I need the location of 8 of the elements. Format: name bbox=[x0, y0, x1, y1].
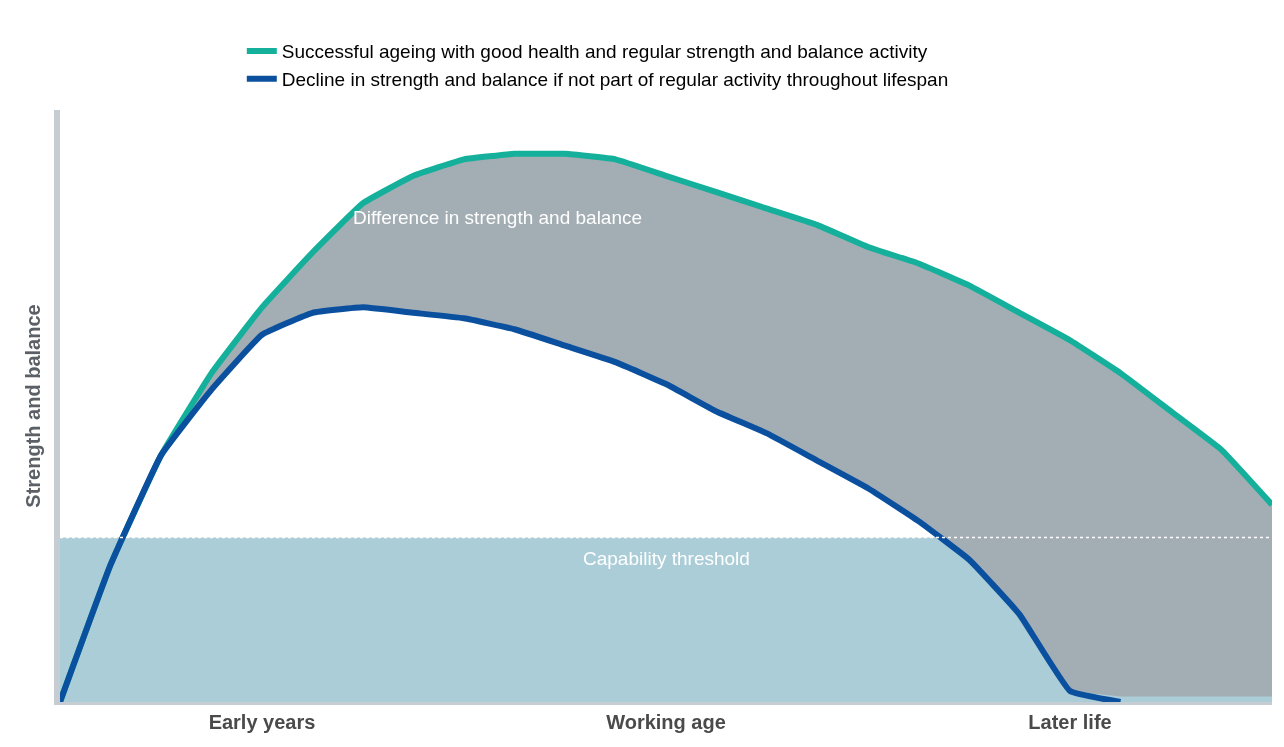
legend-label: Decline in strength and balance if not part of regular activity throughout lifespan bbox=[281, 69, 949, 91]
x-tick-label: Early years bbox=[208, 711, 316, 733]
legend-label: Successful ageing with good health and regular strength and balance activity bbox=[281, 41, 928, 63]
band-label: Capability threshold bbox=[583, 548, 750, 569]
x-tick-label: Later life bbox=[1028, 711, 1112, 733]
annotation: Difference in strength and balance bbox=[353, 207, 643, 228]
x-tick-label: Working age bbox=[606, 711, 726, 733]
y-axis-title: Strength and balance bbox=[22, 304, 44, 508]
